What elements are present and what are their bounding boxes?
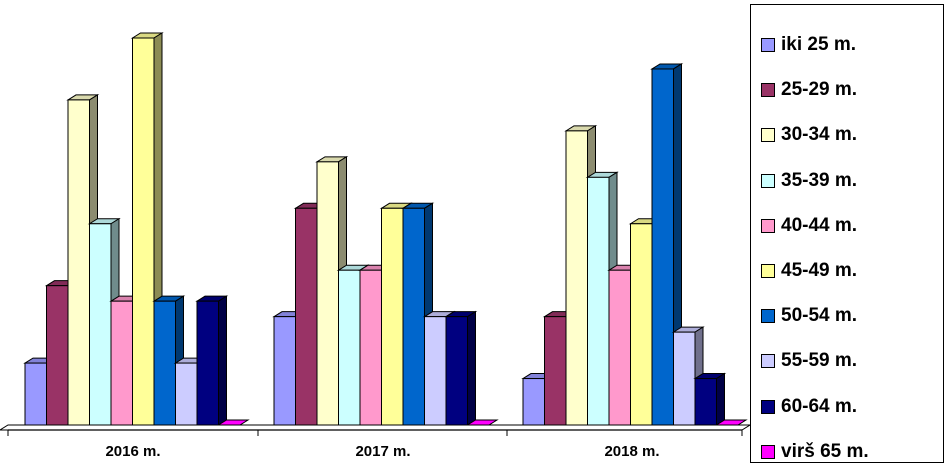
bar-front: [651, 68, 674, 426]
legend-label: 50-54 m.: [781, 305, 858, 327]
category-label: 2016 m.: [105, 443, 160, 460]
legend-swatch: [761, 173, 775, 188]
legend: iki 25 m. 25-29 m. 30-34 m. 35-39 m. 40-44 m…: [750, 4, 944, 463]
bar: [693, 372, 727, 426]
legend-swatch: [761, 128, 775, 143]
bar-chart: 2016 m. 2017 m. 2018 m.: [0, 32, 750, 460]
legend-label: 30-34 m.: [781, 124, 858, 146]
legend-label: 35-39 m.: [781, 169, 858, 191]
bar-front: [338, 269, 361, 426]
bar-front: [359, 269, 382, 426]
bar-front: [46, 285, 69, 426]
bar-front: [67, 99, 90, 426]
legend-label: 45-49 m.: [781, 260, 858, 281]
bar-front: [565, 130, 588, 426]
legend-item: 30-34 m.: [761, 120, 857, 150]
legend-item: virš 65 m.: [761, 437, 869, 467]
legend-item: 50-54 m.: [761, 301, 857, 331]
legend-swatch: [761, 83, 775, 98]
legend-label: iki 25 m.: [781, 34, 856, 55]
bar-front: [89, 223, 112, 426]
legend-item: 60-64 m.: [761, 392, 857, 422]
category-label: 2017 m.: [355, 443, 410, 460]
bar-front: [402, 207, 425, 426]
bar-front: [24, 362, 47, 426]
legend-item: 55-59 m.: [761, 346, 857, 376]
chart-floor: [0, 424, 750, 431]
legend-swatch: [761, 399, 775, 414]
bar-front: [175, 362, 198, 426]
bar-front: [381, 207, 404, 426]
bar-front: [630, 223, 653, 426]
legend-swatch: [761, 309, 775, 324]
legend-item: iki 25 m.: [761, 30, 856, 60]
legend-label: 60-64 m.: [781, 395, 858, 417]
legend-swatch: [761, 264, 775, 278]
bar: [444, 310, 478, 426]
bar-side: [467, 310, 476, 426]
legend-swatch: [761, 218, 775, 233]
bar-front: [273, 316, 296, 426]
bars-layer: [23, 32, 748, 426]
legend-label: 40-44 m.: [781, 214, 858, 236]
bar-front: [544, 316, 567, 426]
bar-front: [153, 300, 176, 426]
bar-side: [218, 295, 227, 426]
legend-item: 40-44 m.: [761, 211, 857, 241]
bar-front: [424, 316, 447, 426]
bar-side: [716, 372, 725, 426]
bar-front: [316, 161, 339, 426]
bar-front: [587, 176, 610, 426]
legend-item: 35-39 m.: [761, 166, 857, 196]
legend-label: 25-29 m.: [781, 79, 858, 101]
bar-front: [110, 300, 133, 426]
legend-swatch: [761, 444, 775, 459]
bar-front: [196, 300, 219, 426]
category-labels: 2016 m. 2017 m. 2018 m.: [105, 443, 659, 460]
bar: [195, 295, 229, 426]
bar-front: [132, 37, 155, 426]
category-label: 2018 m.: [604, 443, 659, 460]
x-axis: [0, 424, 750, 436]
bar-front: [694, 378, 717, 426]
bar-front: [522, 378, 545, 426]
bar-front: [295, 207, 318, 426]
legend-item: 25-29 m.: [761, 75, 857, 105]
bar-front: [608, 269, 631, 426]
legend-swatch: [761, 354, 775, 369]
legend-swatch: [761, 38, 775, 52]
bar-front: [445, 316, 468, 426]
bar-front: [673, 331, 696, 426]
legend-label: 55-59 m.: [781, 350, 858, 372]
legend-item: 45-49 m.: [761, 256, 857, 286]
legend-label: virš 65 m.: [781, 440, 869, 462]
